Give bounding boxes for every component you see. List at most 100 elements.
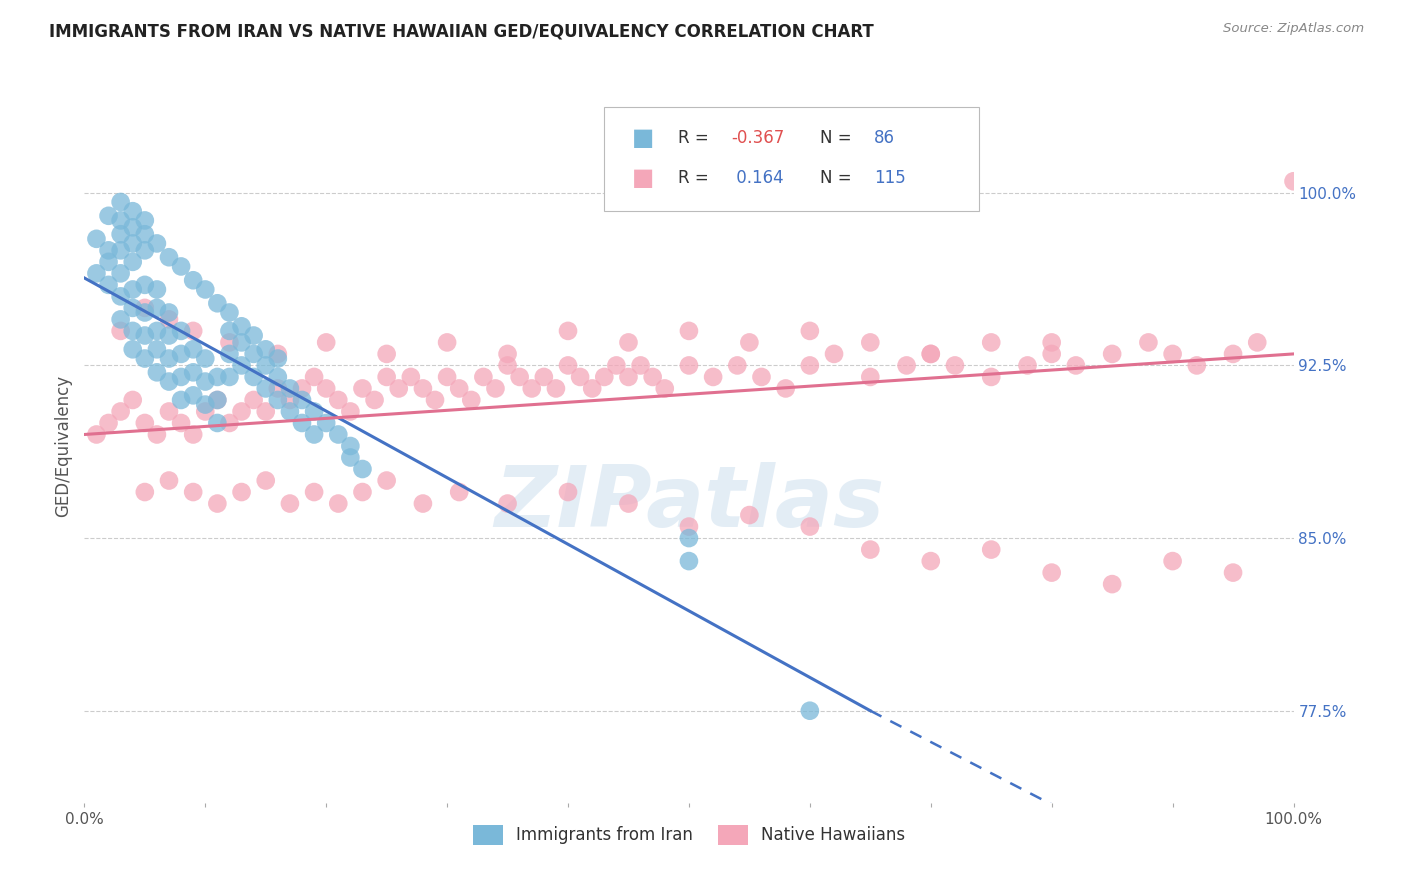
Point: [194, 351, 217, 366]
Point: [97, 209, 120, 223]
Text: -0.367: -0.367: [731, 128, 785, 146]
Point: [315, 416, 337, 430]
Point: [218, 305, 240, 319]
Point: [110, 213, 132, 227]
Point: [121, 301, 143, 315]
Point: [302, 370, 325, 384]
Point: [544, 381, 567, 395]
Point: [110, 227, 132, 242]
Text: N =: N =: [820, 169, 856, 187]
Point: [218, 335, 240, 350]
Point: [181, 273, 204, 287]
Point: [146, 283, 169, 297]
Text: Source: ZipAtlas.com: Source: ZipAtlas.com: [1223, 22, 1364, 36]
Point: [218, 370, 240, 384]
Point: [157, 328, 180, 343]
Point: [375, 370, 398, 384]
Point: [157, 474, 180, 488]
Text: N =: N =: [820, 128, 856, 146]
Point: [859, 335, 882, 350]
Point: [291, 392, 314, 407]
Point: [121, 343, 143, 357]
Text: R =: R =: [678, 128, 714, 146]
Point: [352, 485, 374, 500]
Point: [496, 359, 519, 373]
Point: [134, 485, 156, 500]
Point: [254, 359, 277, 373]
Point: [641, 370, 664, 384]
Point: [146, 427, 169, 442]
Point: [1222, 347, 1244, 361]
Point: [302, 485, 325, 500]
Point: [121, 324, 143, 338]
Point: [254, 404, 277, 418]
Point: [170, 370, 193, 384]
Point: [1040, 566, 1063, 580]
Point: [231, 404, 253, 418]
Point: [1137, 335, 1160, 350]
Point: [146, 324, 169, 338]
Point: [134, 213, 156, 227]
Point: [1282, 174, 1305, 188]
Point: [218, 347, 240, 361]
Point: [1101, 577, 1123, 591]
Point: [423, 392, 446, 407]
FancyBboxPatch shape: [605, 107, 979, 211]
Point: [121, 392, 143, 407]
Point: [859, 542, 882, 557]
Point: [134, 244, 156, 258]
Point: [218, 416, 240, 430]
Point: [146, 301, 169, 315]
Point: [134, 416, 156, 430]
Point: [678, 531, 700, 545]
Point: [170, 347, 193, 361]
Point: [1222, 566, 1244, 580]
Point: [678, 554, 700, 568]
Point: [980, 370, 1002, 384]
Point: [799, 519, 821, 533]
Point: [110, 289, 132, 303]
Point: [352, 381, 374, 395]
Point: [278, 497, 301, 511]
Point: [920, 347, 942, 361]
Point: [605, 359, 627, 373]
Point: [207, 416, 229, 430]
Point: [110, 244, 132, 258]
Point: [557, 485, 579, 500]
Point: [110, 324, 132, 338]
Point: [194, 283, 217, 297]
Point: [207, 370, 229, 384]
Point: [775, 381, 797, 395]
Point: [157, 404, 180, 418]
Point: [943, 359, 966, 373]
Point: [110, 312, 132, 326]
Point: [339, 450, 361, 465]
Point: [302, 427, 325, 442]
Point: [702, 370, 724, 384]
Text: R =: R =: [678, 169, 714, 187]
Point: [170, 324, 193, 338]
Point: [121, 255, 143, 269]
Point: [231, 485, 253, 500]
Point: [97, 255, 120, 269]
Point: [194, 404, 217, 418]
Point: [231, 359, 253, 373]
Point: [302, 404, 325, 418]
Point: [110, 194, 132, 209]
Point: [1040, 347, 1063, 361]
Point: [110, 266, 132, 280]
Legend: Immigrants from Iran, Native Hawaiians: Immigrants from Iran, Native Hawaiians: [465, 818, 912, 852]
Point: [1101, 347, 1123, 361]
Point: [617, 335, 640, 350]
Point: [181, 365, 204, 379]
Point: [315, 335, 337, 350]
Point: [678, 519, 700, 533]
Point: [654, 381, 676, 395]
Point: [121, 220, 143, 235]
Point: [449, 485, 471, 500]
Point: [509, 370, 531, 384]
Point: [1246, 335, 1268, 350]
Point: [242, 392, 264, 407]
Point: [267, 392, 290, 407]
Point: [799, 704, 821, 718]
